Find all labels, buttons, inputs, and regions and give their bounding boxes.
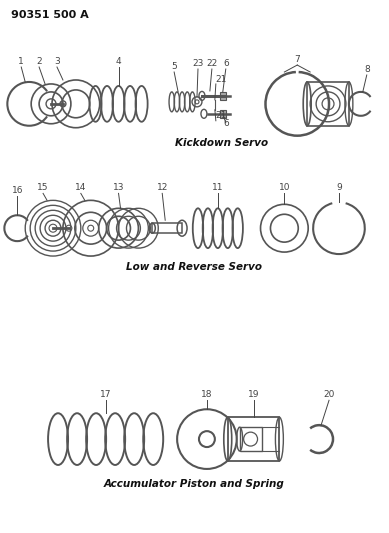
Text: Accumulator Piston and Spring: Accumulator Piston and Spring [103, 479, 284, 489]
Bar [220, 110, 226, 118]
Text: 11: 11 [212, 183, 224, 192]
Text: 18: 18 [201, 390, 213, 399]
Bar [152, 223, 182, 233]
Text: 7: 7 [294, 55, 300, 64]
Bar [220, 92, 226, 100]
Bar [228, 417, 279, 461]
Text: 4: 4 [116, 57, 121, 66]
Text: 16: 16 [12, 187, 23, 196]
Text: 9: 9 [336, 183, 342, 192]
Text: 12: 12 [156, 183, 168, 192]
Text: 5: 5 [171, 62, 177, 71]
Text: 14: 14 [75, 183, 86, 192]
Text: 13: 13 [113, 183, 124, 192]
Text: 21: 21 [216, 75, 227, 84]
Text: 1: 1 [18, 57, 24, 66]
Text: 17: 17 [100, 390, 111, 399]
Text: 15: 15 [37, 183, 49, 192]
Text: 3: 3 [54, 57, 60, 66]
Text: Low and Reverse Servo: Low and Reverse Servo [126, 262, 262, 272]
Text: 2: 2 [36, 57, 42, 66]
Text: 23: 23 [192, 59, 204, 68]
Bar [240, 427, 261, 451]
Text: 6: 6 [223, 59, 229, 68]
Text: 90351 500 A: 90351 500 A [11, 10, 89, 20]
Text: 6: 6 [223, 119, 229, 128]
Text: 21: 21 [216, 111, 227, 120]
Text: 20: 20 [323, 390, 335, 399]
Text: 8: 8 [364, 65, 370, 74]
Text: 19: 19 [248, 390, 259, 399]
Bar [307, 82, 349, 126]
Text: 10: 10 [279, 183, 290, 192]
Text: 22: 22 [206, 59, 217, 68]
Text: Kickdown Servo: Kickdown Servo [175, 138, 268, 148]
